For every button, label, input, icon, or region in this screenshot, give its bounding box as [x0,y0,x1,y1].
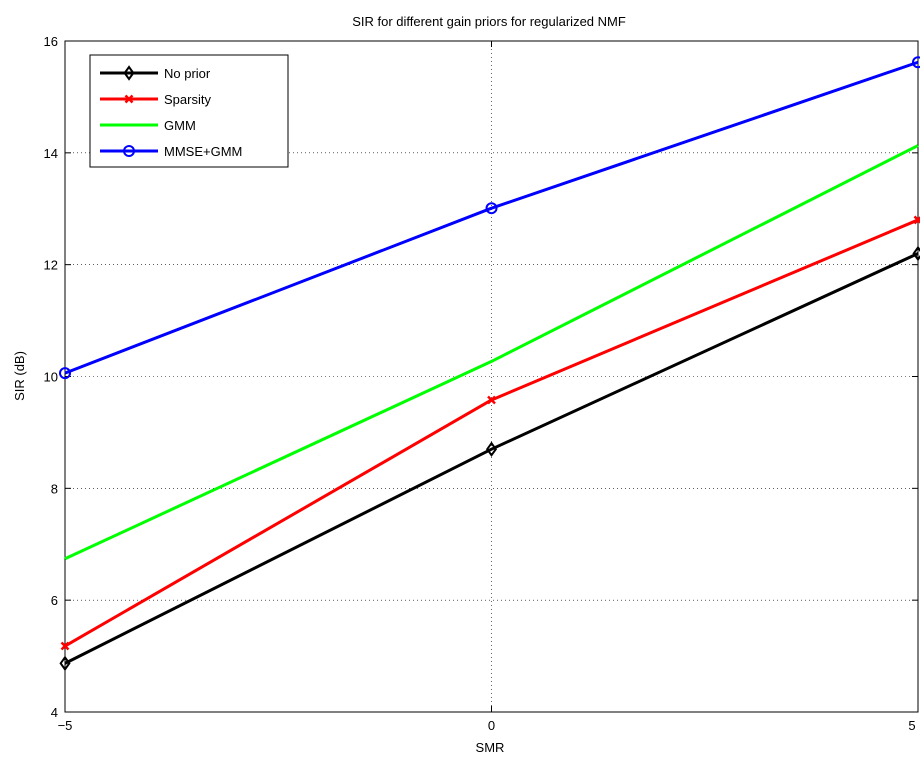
series-line-sparsity [64,218,919,648]
data-point-mmse-gmm [912,56,920,69]
data-point-no-prior [912,245,920,262]
series-no-prior [59,245,920,672]
legend-marker [124,94,134,104]
data-point-sparsity [487,395,496,405]
legend-marker [123,145,135,157]
x-tick-label: 5 [908,718,915,733]
y-tick-label: 12 [44,258,58,273]
series-sparsity [60,215,920,651]
chart-title: SIR for different gain priors for regula… [352,14,626,29]
legend-label: No prior [164,66,211,81]
legend: No prior Sparsity GMM MMSE+GMM [89,54,289,168]
series-line-no-prior [64,252,919,665]
series-mmse-gmm [59,56,920,380]
x-axis-title: SMR [476,740,505,755]
data-point-mmse-gmm [485,202,498,215]
y-axis-title: SIR (dB) [12,351,27,401]
y-tick-label: 14 [44,146,58,161]
legend-label: GMM [164,118,196,133]
y-tick-label: 6 [51,593,58,608]
series-line-gmm [64,144,919,561]
y-tick-label: 8 [51,481,58,496]
data-point-mmse-gmm [59,367,71,380]
series-gmm [64,144,919,561]
y-tick-label: 4 [51,705,58,720]
legend-marker [123,65,135,81]
x-tick-label: 0 [488,718,495,733]
y-tick-label: 16 [44,34,58,49]
legend-item-gmm: GMM [100,118,196,133]
legend-label: MMSE+GMM [164,144,242,159]
data-point-sparsity [913,215,920,225]
axis-ticks: 4 6 8 10 12 14 16 −5 0 5 [44,34,919,733]
data-point-no-prior [59,655,71,672]
legend-item-sparsity: Sparsity [100,92,211,107]
series-group [59,56,920,672]
legend-item-mmse-gmm: MMSE+GMM [100,144,242,159]
legend-item-no-prior: No prior [100,65,211,81]
x-tick-label: −5 [58,718,73,733]
series-line-mmse-gmm [64,60,919,375]
data-point-sparsity [60,641,70,651]
y-tick-label: 10 [44,370,58,385]
data-point-no-prior [485,441,498,457]
legend-label: Sparsity [164,92,211,107]
